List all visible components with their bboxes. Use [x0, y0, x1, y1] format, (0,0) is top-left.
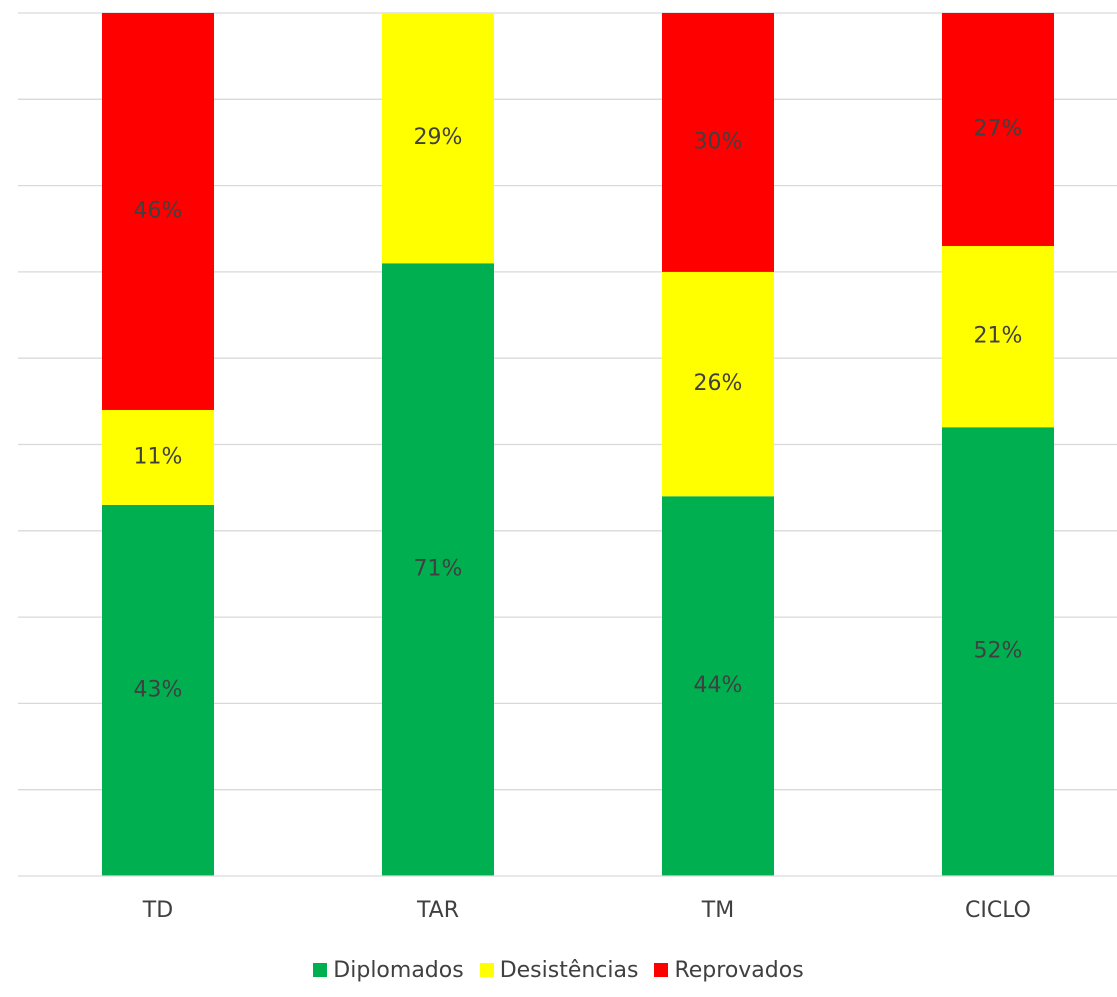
data-label: 44%	[694, 673, 743, 698]
data-label: 26%	[694, 371, 743, 396]
bar-segment	[102, 13, 214, 410]
category-label: TM	[701, 898, 734, 923]
data-label: 11%	[134, 444, 183, 469]
data-label: 29%	[414, 125, 463, 150]
legend-item: Desistências	[479, 957, 639, 983]
legend-swatch	[654, 963, 669, 977]
bar-segment	[382, 263, 494, 876]
bar-segment	[942, 13, 1054, 247]
category-label: CICLO	[965, 898, 1031, 923]
data-label: 43%	[134, 677, 183, 702]
data-label: 52%	[974, 639, 1023, 664]
legend-swatch	[313, 963, 328, 977]
legend-label: Reprovados	[674, 957, 804, 983]
data-label: 46%	[134, 198, 183, 223]
bar-segment	[662, 271, 774, 497]
data-label: 21%	[974, 324, 1023, 349]
data-label: 30%	[694, 129, 743, 154]
legend-item: Reprovados	[654, 957, 804, 983]
data-labels: 43% 11% 46% 71% 29% 44% 26% 30% 52% 21% 27%	[134, 117, 1023, 703]
category-labels: TD TAR TM CICLO	[142, 898, 1031, 923]
bar-segment	[662, 13, 774, 272]
legend: Diplomados Desistências Reprovados	[0, 950, 1117, 990]
bar-segment	[942, 246, 1054, 428]
legend-swatch	[479, 963, 494, 977]
data-label: 27%	[974, 117, 1023, 142]
bar-segment	[102, 504, 214, 876]
category-label: TD	[142, 898, 173, 923]
category-label: TAR	[416, 898, 459, 923]
bar-segment	[102, 409, 214, 505]
bars	[102, 13, 1054, 876]
bar-segment	[382, 13, 494, 264]
bar-segment	[942, 427, 1054, 876]
legend-label: Desistências	[499, 957, 639, 983]
bar-segment	[662, 496, 774, 876]
legend-item: Diplomados	[313, 957, 464, 983]
legend-label: Diplomados	[333, 957, 464, 983]
data-label: 71%	[414, 557, 463, 582]
